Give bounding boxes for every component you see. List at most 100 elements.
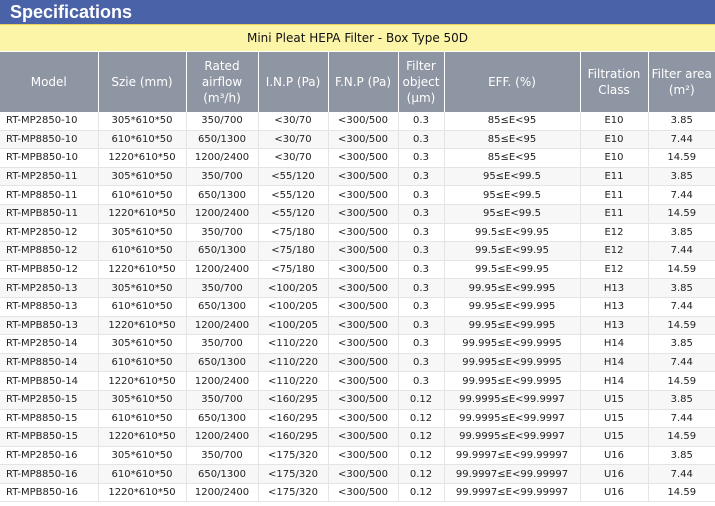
table-cell: <300/500 [328, 130, 399, 150]
table-cell: <300/500 [328, 112, 399, 131]
table-row: RT-MPB850-15 1220*610*50 1200/2400 <160/295… [0, 427, 715, 447]
table-cell: <75/180 [258, 241, 329, 261]
table-cell: <30/70 [258, 112, 329, 131]
table-cell: RT-MPB850-11 [0, 204, 99, 224]
table-cell: H14 [580, 371, 649, 391]
table-cell: RT-MP2850-15 [0, 390, 99, 410]
table-row: RT-MPB850-16 1220*610*50 1200/2400 <175/320… [0, 483, 715, 503]
table-cell: 305*610*50 [98, 334, 187, 354]
table-cell: 350/700 [186, 334, 259, 354]
table-cell: 1220*610*50 [98, 427, 187, 447]
table-cell: 1220*610*50 [98, 260, 187, 280]
table-cell: RT-MP2850-10 [0, 112, 99, 131]
table-cell: 1220*610*50 [98, 316, 187, 336]
table-row: RT-MP2850-14 305*610*50 350/700 <110/220 <30… [0, 334, 715, 354]
table-row: RT-MP2850-16 305*610*50 350/700 <175/320 <30… [0, 446, 715, 466]
section-title: Specifications [10, 2, 133, 22]
table-row: RT-MP8850-11 610*610*50 650/1300 <55/120 <30… [0, 185, 715, 205]
table-cell: RT-MP8850-10 [0, 130, 99, 150]
table-cell: <300/500 [328, 464, 399, 484]
table-cell: 3.85 [648, 278, 715, 298]
table-cell: RT-MPB850-12 [0, 260, 99, 280]
table-cell: 99.995≤E<99.9995 [444, 334, 581, 354]
table-cell: 350/700 [186, 278, 259, 298]
table-cell: 1220*610*50 [98, 371, 187, 391]
table-cell: RT-MP2850-16 [0, 446, 99, 466]
table-cell: <300/500 [328, 390, 399, 410]
column-header: Rated airflow (m³/h) [186, 51, 259, 112]
column-header: Model [0, 51, 99, 112]
table-cell: 0.12 [398, 409, 445, 429]
table-cell: <300/500 [328, 185, 399, 205]
table-cell: 0.3 [398, 371, 445, 391]
table-cell: RT-MP8850-16 [0, 464, 99, 484]
table-cell: <55/120 [258, 167, 329, 187]
table-cell: 350/700 [186, 223, 259, 243]
table-row: RT-MP8850-14 610*610*50 650/1300 <110/220 <3… [0, 353, 715, 373]
table-cell: 99.5≤E<99.95 [444, 223, 581, 243]
table-cell: 99.95≤E<99.995 [444, 316, 581, 336]
table-cell: 7.44 [648, 353, 715, 373]
table-cell: 85≤E<95 [444, 148, 581, 168]
table-cell: U15 [580, 409, 649, 429]
table-cell: <300/500 [328, 334, 399, 354]
table-cell: 0.3 [398, 167, 445, 187]
table-cell: 0.12 [398, 446, 445, 466]
table-cell: <175/320 [258, 464, 329, 484]
table-cell: 3.85 [648, 334, 715, 354]
table-header-row: Model Szie (mm) Rated airflow (m³/h) I.N.P … [0, 51, 715, 112]
table-cell: 99.995≤E<99.9995 [444, 371, 581, 391]
table-cell: 0.12 [398, 483, 445, 503]
table-cell: 3.85 [648, 446, 715, 466]
table-cell: 610*610*50 [98, 353, 187, 373]
table-cell: <75/180 [258, 260, 329, 280]
table-cell: 1200/2400 [186, 483, 259, 503]
table-cell: 305*610*50 [98, 223, 187, 243]
table-cell: 7.44 [648, 464, 715, 484]
table-cell: <300/500 [328, 409, 399, 429]
table-cell: 0.12 [398, 390, 445, 410]
table-cell: 3.85 [648, 112, 715, 131]
table-cell: RT-MP8850-13 [0, 297, 99, 317]
table-cell: 99.9995≤E<99.9997 [444, 427, 581, 447]
table-cell: 0.3 [398, 223, 445, 243]
table-cell: RT-MP2850-13 [0, 278, 99, 298]
table-cell: <110/220 [258, 371, 329, 391]
table-cell: 305*610*50 [98, 278, 187, 298]
table-cell: 3.85 [648, 167, 715, 187]
table-cell: 95≤E<99.5 [444, 167, 581, 187]
table-cell: 610*610*50 [98, 409, 187, 429]
table-cell: 650/1300 [186, 353, 259, 373]
table-cell: <300/500 [328, 148, 399, 168]
table-cell: RT-MPB850-15 [0, 427, 99, 447]
table-cell: 350/700 [186, 167, 259, 187]
table-cell: 1200/2400 [186, 316, 259, 336]
table-cell: 350/700 [186, 390, 259, 410]
table-cell: RT-MP8850-12 [0, 241, 99, 261]
table-cell: 650/1300 [186, 297, 259, 317]
table-cell: 0.3 [398, 297, 445, 317]
table-cell: <160/295 [258, 427, 329, 447]
table-cell: U16 [580, 483, 649, 503]
table-cell: <100/205 [258, 316, 329, 336]
table-row: RT-MPB850-13 1220*610*50 1200/2400 <100/205… [0, 316, 715, 336]
table-cell: 305*610*50 [98, 112, 187, 131]
table-cell: <300/500 [328, 260, 399, 280]
table-cell: 14.59 [648, 483, 715, 503]
table-cell: 99.9997≤E<99.99997 [444, 464, 581, 484]
table-cell: 3.85 [648, 390, 715, 410]
table-body: RT-MP2850-10 305*610*50 350/700 <30/70 <300/… [0, 112, 715, 503]
table-cell: 85≤E<95 [444, 112, 581, 131]
table-cell: <300/500 [328, 223, 399, 243]
table-cell: <300/500 [328, 241, 399, 261]
column-header: F.N.P (Pa) [328, 51, 399, 112]
table-cell: RT-MP8850-15 [0, 409, 99, 429]
table-cell: 0.3 [398, 334, 445, 354]
table-cell: 610*610*50 [98, 241, 187, 261]
table-cell: 14.59 [648, 148, 715, 168]
table-cell: 610*610*50 [98, 297, 187, 317]
table-cell: 0.3 [398, 148, 445, 168]
table-cell: 99.9995≤E<99.9997 [444, 409, 581, 429]
table-cell: 1220*610*50 [98, 483, 187, 503]
table-cell: 85≤E<95 [444, 130, 581, 150]
